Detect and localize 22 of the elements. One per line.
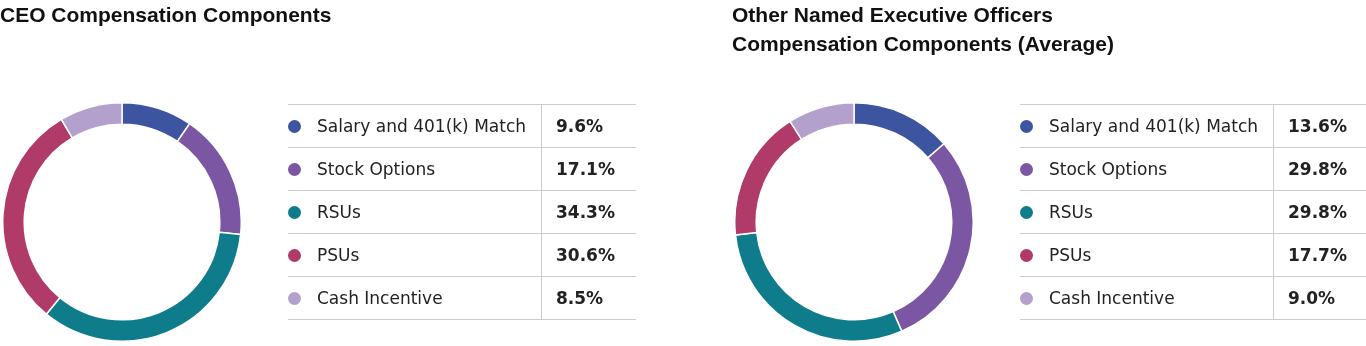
legend-label: Cash Incentive — [288, 276, 542, 320]
chart-title: Other Named Executive Officers Compensation Components (Average) — [732, 2, 1115, 57]
data-label: 17.1% — [541, 147, 636, 191]
data-label: 34.3% — [541, 190, 636, 234]
legend-label: PSUs — [1020, 233, 1274, 277]
legend-label: Stock Options — [1020, 147, 1274, 191]
data-label: 9.6% — [541, 104, 636, 148]
legend-label: RSUs — [1020, 190, 1274, 234]
legend-label: Salary and 401(k) Match — [1020, 104, 1274, 148]
legend-label: PSUs — [288, 233, 542, 277]
data-label: 8.5% — [541, 276, 636, 320]
legend-label: Stock Options — [288, 147, 542, 191]
data-label: 13.6% — [1273, 104, 1366, 148]
data-label: 30.6% — [541, 233, 636, 277]
data-label: 29.8% — [1273, 147, 1366, 191]
data-label: 9.0% — [1273, 276, 1366, 320]
chart-title: CEO Compensation Components — [0, 2, 332, 28]
legend-label: Cash Incentive — [1020, 276, 1274, 320]
data-label: 29.8% — [1273, 190, 1366, 234]
legend-label: RSUs — [288, 190, 542, 234]
data-label: 17.7% — [1273, 233, 1366, 277]
legend-label: Salary and 401(k) Match — [288, 104, 542, 148]
